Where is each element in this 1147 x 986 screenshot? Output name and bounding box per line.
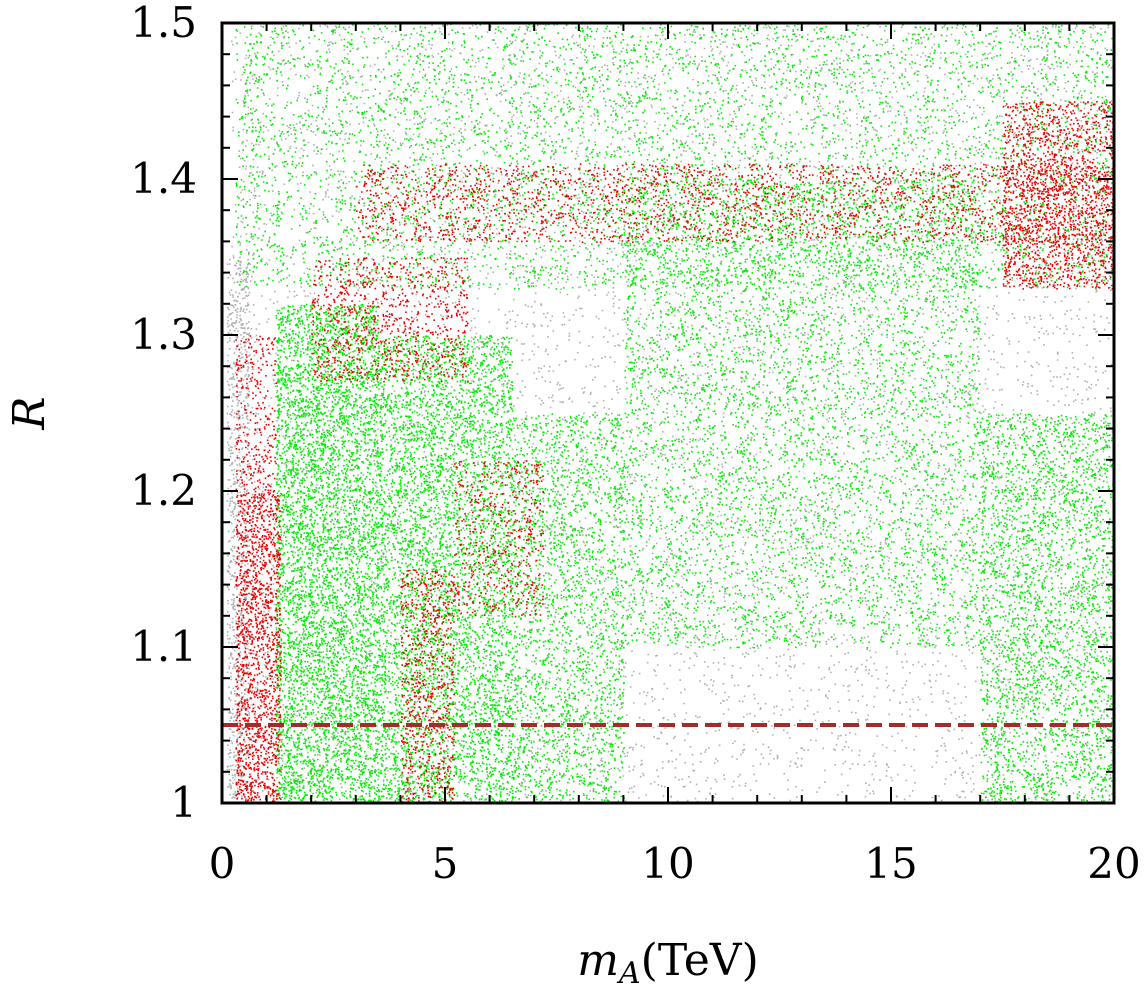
series-1-points bbox=[235, 23, 1115, 805]
y-axis-label: R bbox=[4, 396, 55, 430]
series-1-region-3 bbox=[512, 413, 625, 805]
series-0-region-0 bbox=[231, 23, 1115, 805]
data-points bbox=[227, 23, 1116, 805]
series-1-region-5 bbox=[980, 413, 1115, 805]
series-1-region-2 bbox=[378, 335, 513, 805]
y-tick-label: 1 bbox=[170, 778, 197, 827]
x-tick-labels: 0 5 10 15 20 bbox=[209, 839, 1141, 888]
x-tick-label: 5 bbox=[432, 839, 459, 888]
x-tick-label: 10 bbox=[641, 839, 694, 888]
series-2-region-2 bbox=[311, 257, 469, 383]
x-tick-label: 0 bbox=[209, 839, 236, 888]
series-1-region-0 bbox=[235, 23, 1115, 290]
series-2-region-5 bbox=[356, 163, 1115, 243]
y-tick-label: 1.3 bbox=[130, 310, 197, 359]
y-tick-label: 1.1 bbox=[130, 622, 197, 671]
series-2-region-4 bbox=[454, 460, 544, 617]
y-tick-label: 1.2 bbox=[130, 466, 197, 515]
x-tick-label: 15 bbox=[864, 839, 917, 888]
y-tick-label: 1.4 bbox=[130, 154, 197, 203]
x-axis-label: mA(TeV) bbox=[577, 935, 758, 986]
x-tick-label: 20 bbox=[1087, 839, 1140, 888]
y-tick-label: 1.5 bbox=[130, 0, 197, 47]
y-tick-labels: 1 1.1 1.2 1.3 1.4 1.5 bbox=[130, 0, 197, 827]
series-1-region-1 bbox=[276, 304, 380, 805]
